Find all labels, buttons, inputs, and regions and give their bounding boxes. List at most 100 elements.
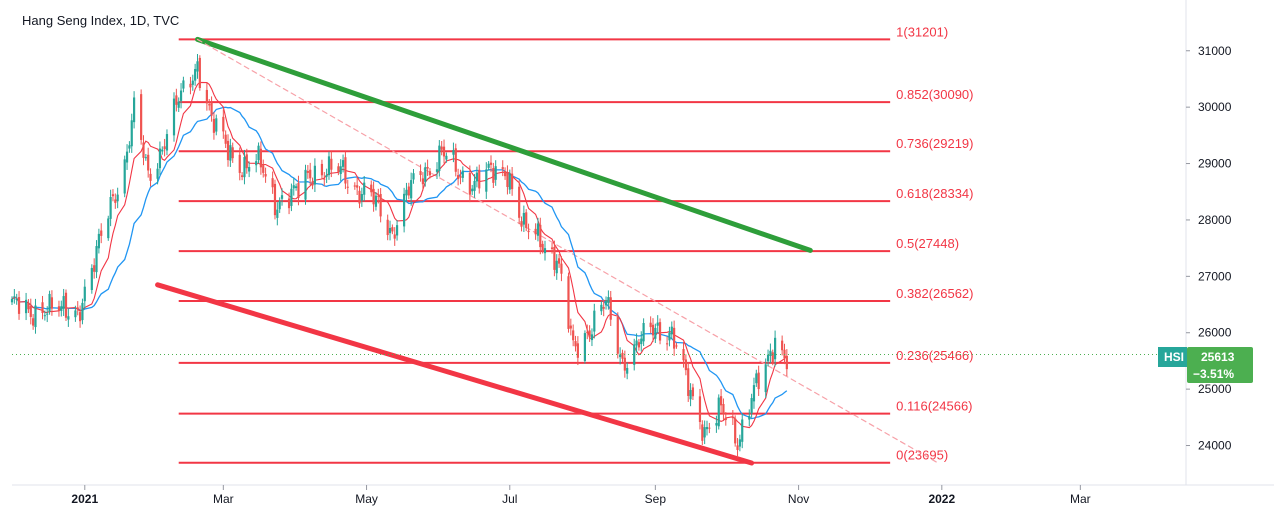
candle-body (731, 417, 734, 419)
candle-body (177, 101, 180, 108)
trendline[interactable] (194, 36, 813, 253)
candle-body (243, 157, 246, 178)
candle-body (360, 194, 363, 201)
candle-body (501, 167, 504, 170)
candle-body (116, 194, 119, 202)
time-tick-label: 2021 (71, 492, 98, 506)
candle-body (64, 292, 68, 318)
candle-body (750, 398, 753, 414)
candle-body (172, 98, 176, 136)
candle-body (100, 230, 103, 236)
candle-body (633, 344, 636, 365)
candle-body (640, 338, 643, 345)
candle-body (781, 340, 784, 351)
candle-body (109, 197, 112, 219)
candle-body (783, 349, 786, 359)
candle-body (635, 340, 638, 346)
candle-body (29, 306, 32, 317)
candle-body (452, 149, 455, 155)
candle-body (536, 223, 540, 236)
candle-body (395, 225, 399, 236)
candle-body (379, 193, 382, 217)
candle-body (50, 297, 54, 309)
candle-body (10, 298, 14, 303)
dashed-trendline[interactable] (196, 38, 938, 464)
candle-body (388, 227, 392, 234)
time-tick-label: Mar (213, 492, 234, 506)
candle-body (198, 57, 201, 88)
candle-body (478, 169, 481, 189)
candle-body (60, 306, 63, 311)
candle-body (257, 145, 260, 161)
candle-body (62, 296, 65, 309)
candle-body (306, 171, 309, 173)
candle-body (311, 181, 314, 186)
candle-body (473, 180, 476, 191)
price-tick-label: 30000 (1198, 100, 1232, 114)
time-tick-label: Nov (788, 492, 809, 506)
candle-body (651, 324, 655, 336)
candle-body (93, 265, 96, 272)
candle-body (485, 169, 488, 192)
candle-body (649, 322, 652, 328)
candle-body (567, 276, 570, 329)
candle-body (57, 306, 61, 312)
candle-body (619, 354, 622, 358)
candle-body (576, 343, 579, 358)
candle-body (280, 195, 284, 199)
candle-body (518, 186, 521, 218)
candle-body (313, 165, 316, 185)
candle-body (111, 194, 115, 197)
candle-body (555, 260, 558, 274)
candle-body (755, 373, 758, 384)
candle-body (621, 352, 624, 359)
candle-body (165, 134, 169, 151)
candle-body (297, 183, 300, 199)
candle-body (461, 170, 464, 178)
candle-body (715, 423, 718, 426)
candle-body (687, 368, 690, 396)
candle-body (494, 166, 497, 180)
candle-body (15, 299, 18, 301)
candle-body (32, 318, 35, 326)
candle-body (356, 185, 359, 188)
candle-body (569, 325, 572, 329)
candle-body (670, 326, 673, 335)
candle-body (741, 419, 744, 442)
candle-body (194, 69, 197, 81)
candle-body (426, 166, 429, 169)
last-price-badge (1187, 347, 1253, 383)
candle-body (435, 169, 439, 172)
candle-body (158, 148, 162, 169)
candle-body (583, 333, 587, 361)
candle-body (372, 188, 375, 205)
candle-body (682, 349, 685, 361)
candle-body (438, 145, 441, 172)
candle-body (259, 148, 262, 168)
candle-body (424, 167, 427, 182)
candle-body (757, 372, 760, 390)
fibonacci-levels[interactable]: 1(31201) 0.852(30090) 0.736(29219) 0.618(28… (178, 24, 974, 464)
price-tick-label: 32000 (1198, 0, 1232, 1)
trendline[interactable] (155, 282, 755, 466)
candle-body (182, 80, 185, 89)
trendlines[interactable] (155, 36, 938, 466)
candle-body (43, 315, 46, 317)
axes: 24000 25000 26000 27000 28000 29000 30000 31000… (12, 0, 1274, 506)
candle-body (287, 198, 291, 209)
candle-body (724, 417, 727, 421)
candle-body (358, 190, 361, 204)
candle-body (675, 345, 678, 347)
candle-body (764, 364, 767, 393)
candle-body (471, 188, 474, 192)
candle-body (508, 173, 511, 190)
fib-level-label: 0.382(26562) (896, 286, 973, 301)
candle-body (590, 334, 594, 341)
candle-body (560, 263, 563, 274)
candle-body (248, 167, 251, 172)
candle-body (736, 445, 739, 450)
candle-body (572, 330, 575, 341)
candle-body (327, 156, 331, 176)
